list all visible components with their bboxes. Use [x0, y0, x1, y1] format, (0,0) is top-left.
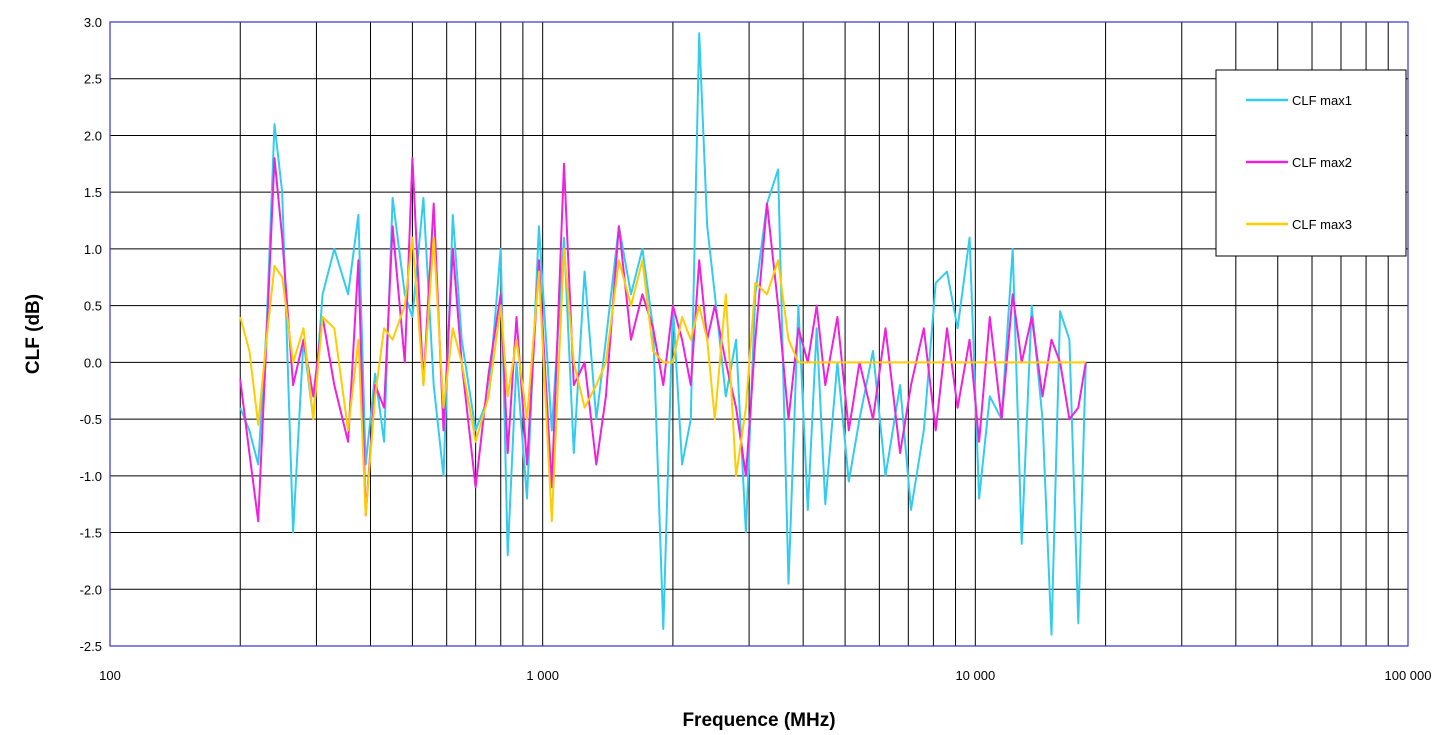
y-tick-label: 0.5 — [84, 299, 102, 314]
y-tick-label: 1.0 — [84, 242, 102, 257]
y-tick-label: -2.5 — [80, 639, 102, 654]
legend: CLF max1 CLF max2 CLF max3 — [1215, 69, 1407, 257]
y-tick-label: 2.0 — [84, 128, 102, 143]
y-tick-label: 1.5 — [84, 185, 102, 200]
legend-label-clf-max1: CLF max1 — [1292, 93, 1352, 108]
series-line-clf-max1 — [239, 32, 1087, 636]
y-tick-label: -0.5 — [80, 412, 102, 427]
y-tick-label: -1.5 — [80, 526, 102, 541]
series-line-clf-max2 — [239, 157, 1087, 523]
legend-label-clf-max3: CLF max3 — [1292, 217, 1352, 232]
x-tick-label: 10 000 — [955, 668, 995, 683]
y-tick-label: 2.5 — [84, 72, 102, 87]
y-tick-labels: -2.5 -2.0 -1.5 -1.0 -0.5 0.0 0.5 1.0 1.5 2.0 2.5 3.… — [80, 15, 102, 654]
series-lines — [239, 32, 1087, 636]
y-tick-label: 0.0 — [84, 355, 102, 370]
y-tick-label: -1.0 — [80, 469, 102, 484]
y-axis-title: CLF (dB) — [23, 294, 44, 374]
x-tick-label: 100 000 — [1385, 668, 1432, 683]
y-tick-label: -2.0 — [80, 582, 102, 597]
legend-label-clf-max2: CLF max2 — [1292, 155, 1352, 170]
x-tick-labels: 100 1 000 10 000 100 000 — [99, 668, 1431, 683]
x-tick-label: 1 000 — [526, 668, 559, 683]
y-tick-label: 3.0 — [84, 15, 102, 30]
series-line-clf-max3 — [239, 236, 1086, 523]
grid — [110, 22, 1408, 646]
plot-border — [109, 21, 1409, 647]
x-tick-label: 100 — [99, 668, 121, 683]
x-axis-title: Frequence (MHz) — [682, 710, 835, 731]
